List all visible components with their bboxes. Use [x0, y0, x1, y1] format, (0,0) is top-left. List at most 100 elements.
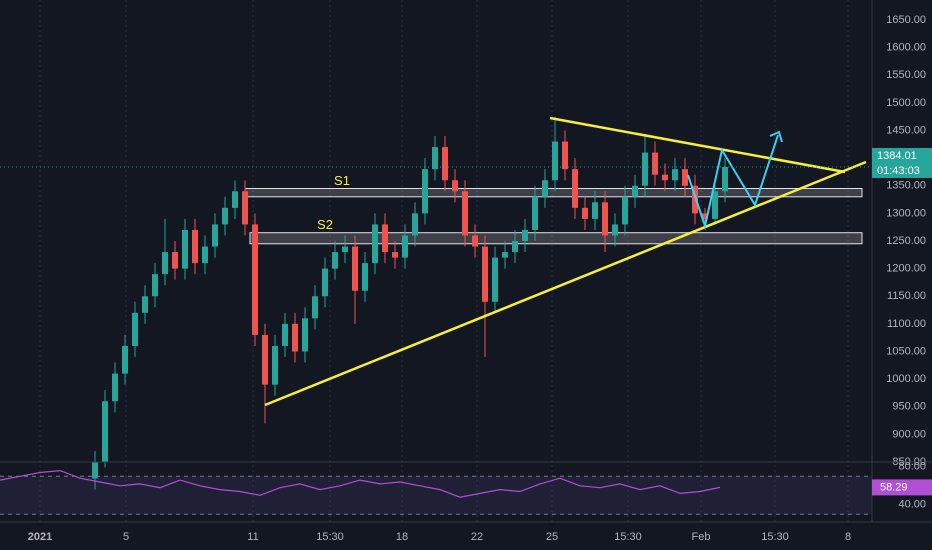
candle-body	[482, 246, 488, 302]
projection-path	[687, 134, 779, 230]
candle-body	[92, 462, 98, 479]
y-tick-label: 1650.00	[886, 14, 926, 26]
y-tick-label: 1500.00	[886, 97, 926, 109]
y-tick-label: 1250.00	[886, 235, 926, 247]
candle-body	[372, 224, 378, 264]
trendline-upper	[549, 116, 846, 174]
candle-body	[102, 401, 108, 462]
candle-body	[422, 169, 428, 214]
x-tick-label: 11	[247, 531, 258, 543]
candle-body	[282, 323, 288, 346]
x-tick-label: 15:30	[761, 531, 789, 543]
y-tick-label: 900.00	[892, 428, 926, 440]
x-tick-label: 15:30	[316, 531, 344, 543]
candle-body	[492, 257, 498, 302]
candle-body	[122, 345, 128, 374]
candle-body	[362, 263, 368, 291]
candle-body	[692, 185, 698, 214]
candle-body	[202, 246, 208, 264]
candle-body	[352, 246, 358, 291]
candle-body	[472, 235, 478, 247]
x-tick-label: 18	[396, 531, 408, 543]
candle-body	[672, 169, 678, 181]
candle-body	[462, 191, 468, 236]
candle-body	[302, 318, 308, 352]
candle-body	[332, 252, 338, 269]
zone-label: S1	[334, 173, 350, 188]
support-zone	[244, 188, 863, 198]
candle-body	[572, 169, 578, 208]
candle-body	[382, 224, 388, 253]
x-tick-label: 8	[845, 531, 851, 543]
candle-body	[612, 224, 618, 236]
y-tick-label: 1050.00	[886, 345, 926, 357]
candle-body	[542, 180, 548, 197]
candle-body	[402, 235, 408, 258]
x-tick-label: Feb	[692, 531, 711, 543]
candle-body	[512, 241, 518, 253]
y-tick-label: 1550.00	[886, 69, 926, 81]
candle-body	[242, 191, 248, 225]
candle-body	[272, 345, 278, 385]
candle-body	[442, 147, 448, 181]
countdown-label: 01:43:03	[877, 165, 920, 177]
rsi-tick-label: 40.00	[898, 499, 926, 511]
x-tick-label: 15:30	[614, 531, 642, 543]
candle-body	[582, 207, 588, 219]
last-price-label: 1384.01	[877, 150, 917, 162]
candle-body	[642, 152, 648, 186]
y-tick-label: 1200.00	[886, 263, 926, 275]
rsi-last-box	[872, 479, 932, 496]
rsi-band	[0, 476, 872, 515]
candle-body	[632, 185, 638, 197]
candle-body	[522, 229, 528, 241]
candle-body	[652, 152, 658, 175]
candle-body	[162, 252, 168, 275]
candle-body	[622, 196, 628, 225]
y-tick-label: 1150.00	[887, 290, 926, 302]
y-tick-label: 1450.00	[886, 124, 926, 136]
candle-body	[432, 147, 438, 170]
candle-body	[722, 166, 728, 192]
candle-body	[182, 229, 188, 269]
candle-body	[152, 274, 158, 297]
zone-label: S2	[317, 217, 333, 232]
rsi-line	[0, 469, 721, 498]
candle-body	[682, 169, 688, 186]
candle-body	[262, 334, 268, 385]
y-tick-label: 1300.00	[886, 207, 926, 219]
candle-body	[252, 224, 258, 335]
y-tick-label: 1100.00	[887, 318, 926, 330]
candle-body	[392, 252, 398, 258]
candle-body	[312, 296, 318, 319]
candle-body	[172, 252, 178, 269]
support-zone	[249, 232, 863, 245]
candle-body	[222, 207, 228, 225]
candle-body	[502, 252, 508, 258]
projection-arrow	[769, 130, 783, 143]
rsi-last-label: 58.29	[880, 481, 908, 493]
y-tick-label: 1000.00	[886, 373, 926, 385]
trendline-lower	[264, 160, 867, 407]
candle-body	[452, 180, 458, 192]
candle-body	[112, 373, 118, 402]
candle-body	[142, 296, 148, 313]
candle-body	[212, 224, 218, 247]
rsi-tick-label: 80.00	[898, 461, 926, 473]
candle-body	[552, 141, 558, 181]
x-tick-label: 2021	[28, 531, 52, 543]
candle-body	[232, 191, 238, 208]
candle-body	[342, 246, 348, 253]
candle-body	[192, 229, 198, 264]
candle-body	[292, 323, 298, 352]
y-tick-label: 950.00	[892, 401, 926, 413]
candle-body	[132, 312, 138, 346]
candle-body	[662, 174, 668, 181]
y-tick-label: 1350.00	[886, 180, 926, 192]
candle-body	[532, 196, 538, 230]
x-tick-label: 22	[471, 531, 483, 543]
candle-body	[412, 213, 418, 236]
candle-body	[702, 213, 708, 219]
last-price-box	[872, 147, 932, 178]
